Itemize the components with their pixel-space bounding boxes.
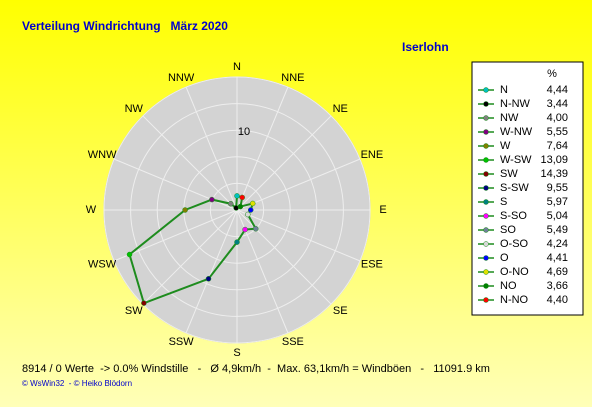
axis-label: NE [333, 103, 348, 115]
spoke [113, 209, 238, 262]
r-tick-label: 10 [238, 126, 250, 138]
legend-label: SO [500, 224, 516, 236]
axis-label: NNW [168, 72, 195, 84]
legend-label: NO [500, 280, 517, 292]
axis-label: SW [125, 305, 143, 317]
legend-swatch [483, 255, 489, 261]
spoke [236, 158, 361, 211]
spoke [142, 115, 238, 211]
legend-swatch [483, 185, 489, 191]
legend-value: 4,00 [547, 112, 568, 124]
legend-label: S-SO [500, 210, 527, 222]
legend-value: 5,04 [547, 210, 568, 222]
legend-label: SW [500, 168, 518, 180]
data-point [227, 200, 234, 207]
legend-label: O-SO [500, 238, 529, 250]
spoke [236, 115, 332, 211]
legend-swatch [483, 283, 489, 289]
axis-label: NNE [281, 72, 304, 84]
data-point [242, 226, 248, 233]
data-point [205, 276, 212, 282]
data-point [209, 196, 215, 203]
legend-label: W-SW [500, 154, 532, 166]
data-point [237, 203, 244, 210]
legend-swatch [483, 129, 489, 135]
legend-value: 5,97 [547, 196, 568, 208]
legend-value: 4,69 [547, 266, 568, 278]
legend-value: 4,44 [547, 84, 568, 96]
legend-swatch [483, 227, 489, 233]
legend-value: 7,64 [547, 140, 568, 152]
axis-label: E [379, 204, 386, 216]
axis-label: SSW [169, 336, 195, 348]
spoke [185, 86, 238, 211]
legend-label: N-NW [500, 98, 531, 110]
legend-swatch [483, 269, 489, 275]
data-point [245, 211, 251, 218]
legend-value: 5,49 [547, 224, 568, 236]
legend-swatch [483, 213, 489, 219]
data-point [234, 193, 240, 199]
legend-value: 4,24 [547, 238, 568, 250]
legend-label: N [500, 84, 508, 96]
spoke [142, 209, 238, 305]
data-point [234, 239, 240, 245]
spoke [185, 209, 238, 334]
data-point [249, 200, 256, 207]
spoke [236, 209, 332, 305]
spoke [236, 86, 289, 211]
legend-swatch [483, 297, 489, 303]
axis-label: ENE [361, 149, 384, 161]
legend-swatch [483, 115, 489, 121]
legend-value: 5,55 [547, 126, 568, 138]
legend-swatch [483, 87, 489, 93]
legend-swatch [483, 101, 489, 107]
legend-label: W [500, 140, 511, 152]
legend-value: 14,39 [540, 168, 568, 180]
axis-label: ESE [361, 259, 383, 271]
axis-label: SSE [282, 336, 304, 348]
legend-label: O-NO [500, 266, 529, 278]
legend-label: W-NW [500, 126, 533, 138]
legend-label: NW [500, 112, 519, 124]
axis-label: N [233, 61, 241, 73]
legend-label: S-SW [500, 182, 529, 194]
legend-swatch [483, 241, 489, 247]
data-point [252, 225, 259, 232]
legend-label: O [500, 252, 509, 264]
legend-value: 9,55 [547, 182, 568, 194]
data-point [182, 207, 188, 213]
data-point [141, 300, 147, 306]
axis-label: WNW [88, 149, 117, 161]
axis-label: SE [333, 305, 348, 317]
data-point [126, 251, 133, 258]
footer-note: 8914 / 0 Werte -> 0.0% Windstille - Ø 4,… [22, 363, 490, 375]
data-point [247, 207, 254, 213]
axis-label: S [233, 347, 240, 359]
location: Iserlohn [402, 40, 449, 54]
legend-title: % [547, 68, 557, 80]
legend-value: 13,09 [540, 154, 568, 166]
legend-swatch [483, 143, 489, 149]
legend-value: 4,41 [547, 252, 568, 264]
axis-label: WSW [88, 259, 117, 271]
legend-label: S [500, 196, 507, 208]
legend-value: 4,40 [547, 294, 568, 306]
chart-title: Verteilung Windrichtung März 2020 [22, 19, 228, 33]
legend-label: N-NO [500, 294, 529, 306]
legend-swatch [483, 171, 489, 177]
axis-label: W [86, 204, 97, 216]
legend-value: 3,44 [547, 98, 568, 110]
data-point [239, 194, 245, 201]
axis-label: NW [125, 103, 144, 115]
credit: © WsWin32 - © Heiko Blödorn [22, 379, 132, 388]
legend-value: 3,66 [547, 280, 568, 292]
legend-swatch [483, 157, 489, 163]
spoke [236, 209, 361, 262]
legend-swatch [483, 199, 489, 205]
